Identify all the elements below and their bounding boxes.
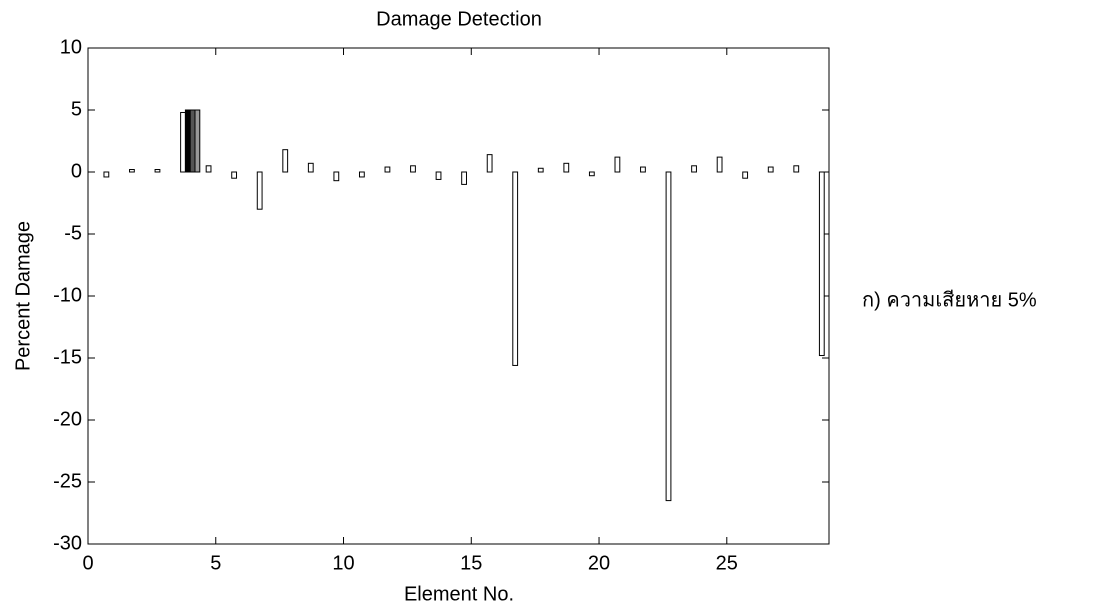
y-tick-label: -10 — [53, 284, 82, 306]
bar — [205, 165, 212, 173]
bar — [742, 171, 749, 179]
x-tick-label: 10 — [332, 552, 354, 574]
bar — [461, 171, 467, 185]
bar — [793, 165, 800, 173]
bar — [767, 166, 774, 173]
y-tick-label: -5 — [64, 222, 82, 244]
y-tick-label: 0 — [71, 160, 82, 182]
y-tick-label: 5 — [71, 98, 82, 120]
x-axis-label: Element No. — [404, 583, 514, 605]
bar — [486, 154, 493, 173]
bar — [435, 171, 442, 180]
bar — [282, 149, 289, 173]
x-tick-label: 25 — [716, 552, 738, 574]
y-axis-label: Percent Damage — [12, 221, 34, 371]
bar — [103, 171, 110, 178]
bar — [665, 171, 672, 502]
chart-title: Damage Detection — [376, 8, 542, 30]
bar — [194, 109, 201, 173]
x-tick-label: 0 — [82, 552, 93, 574]
bar — [614, 156, 621, 173]
x-tick-label: 15 — [460, 552, 482, 574]
bar — [818, 171, 825, 357]
bar — [184, 109, 191, 173]
y-tick-label: -25 — [53, 470, 82, 492]
x-tick-label: 20 — [588, 552, 610, 574]
bar — [231, 171, 238, 179]
bar — [384, 166, 391, 173]
bar — [333, 171, 340, 182]
bar — [180, 111, 186, 173]
bar — [410, 165, 416, 173]
plot-frame — [87, 47, 830, 545]
y-tick-label: -15 — [53, 346, 82, 368]
bar — [588, 171, 595, 177]
bar — [563, 162, 570, 173]
bar — [189, 109, 196, 173]
bar — [640, 166, 646, 173]
y-tick-label: 10 — [60, 36, 82, 58]
bar — [358, 171, 365, 178]
bar — [537, 167, 544, 173]
bar — [716, 156, 723, 173]
annotation: ก) ความเสียหาย 5% — [862, 289, 1037, 311]
y-tick-label: -20 — [53, 408, 82, 430]
bar — [691, 165, 697, 173]
y-tick-label: -30 — [53, 532, 82, 554]
bar — [256, 171, 263, 210]
bar — [154, 169, 161, 173]
bar — [129, 169, 135, 173]
bar — [512, 171, 519, 366]
bar — [307, 162, 314, 173]
x-tick-label: 5 — [210, 552, 221, 574]
